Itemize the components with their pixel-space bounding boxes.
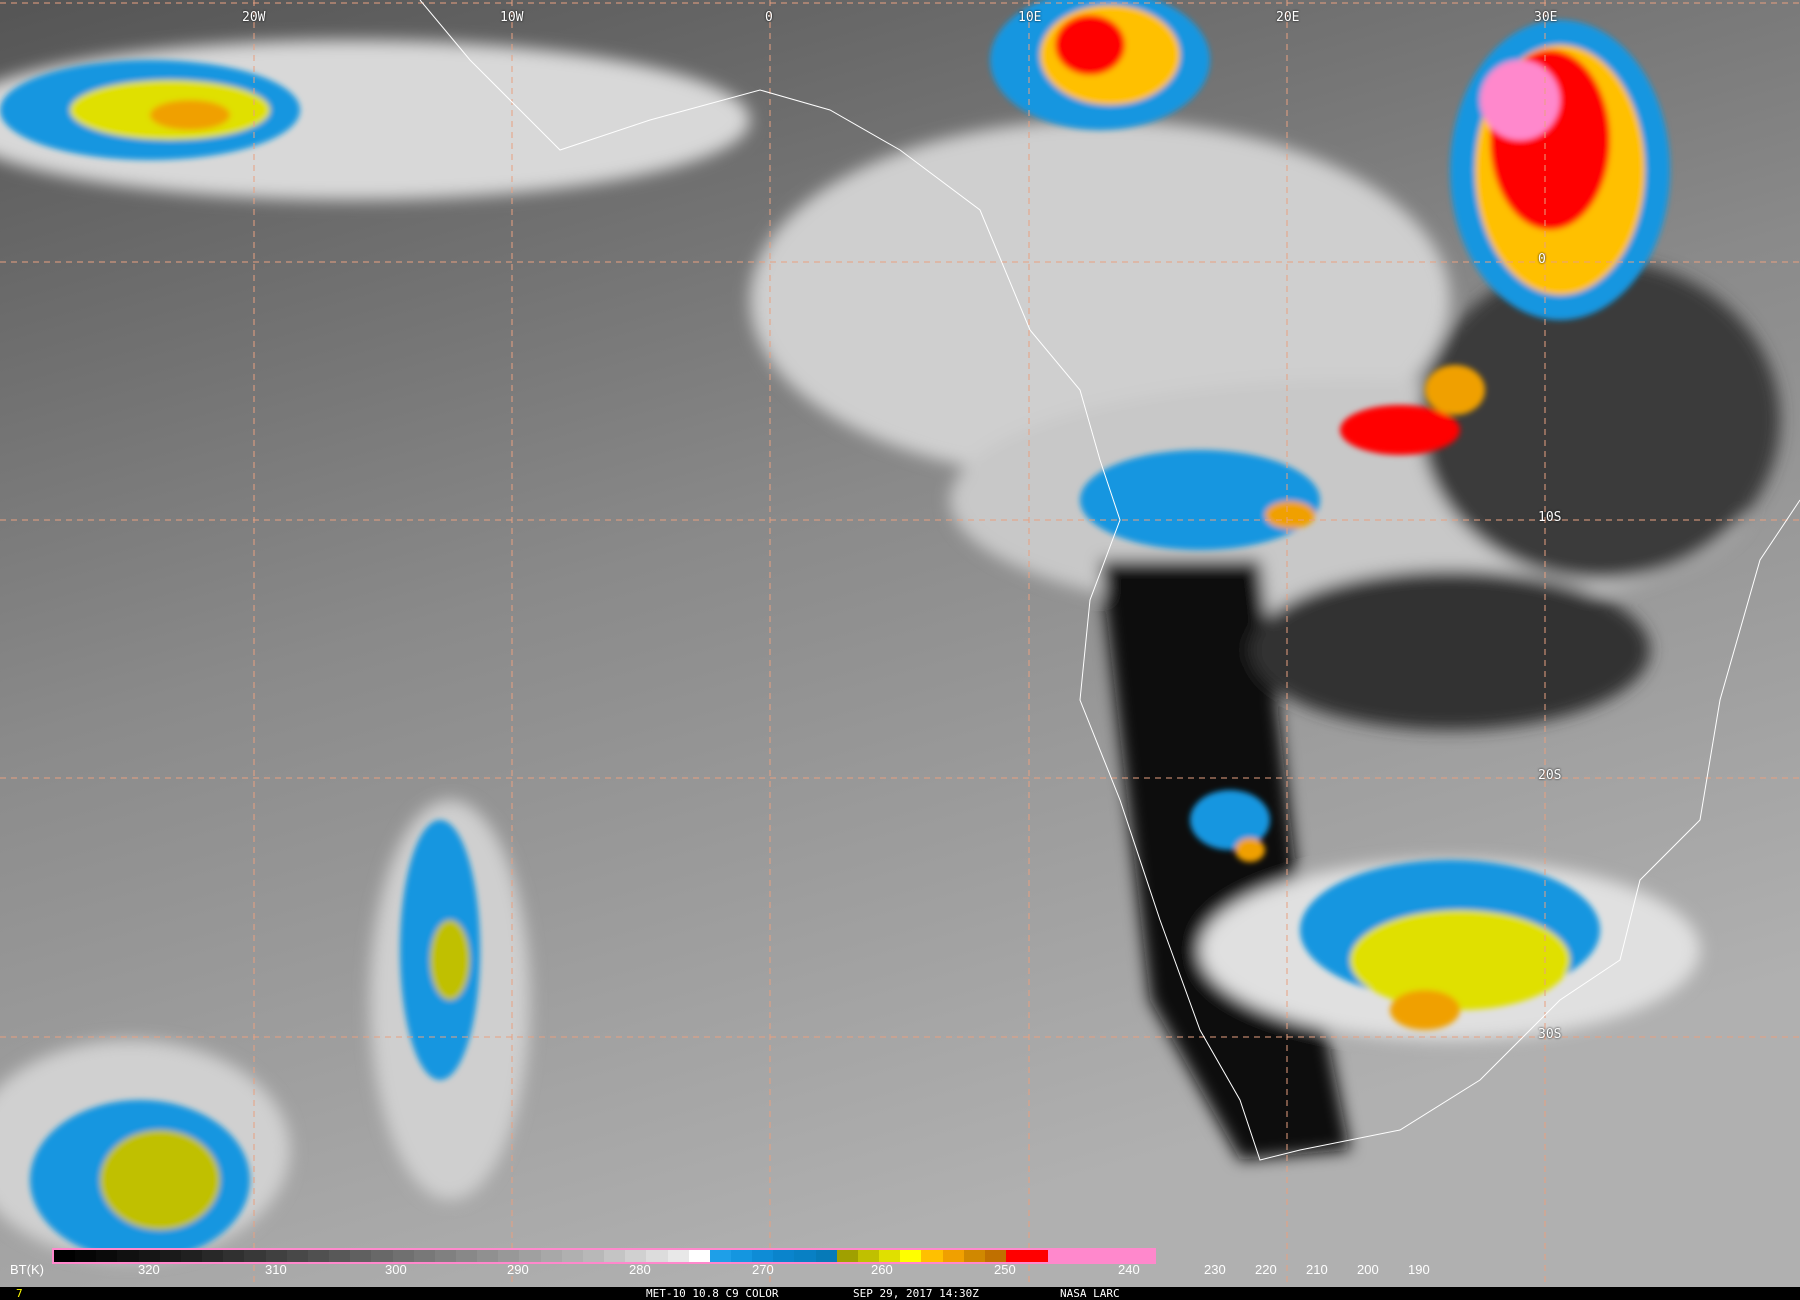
latitude-label: 30S: [1538, 1027, 1562, 1042]
colorbar-segment: [1132, 1250, 1155, 1262]
colorbar-tick-label: 240: [1118, 1262, 1140, 1277]
colorbar-segment: [836, 1250, 858, 1262]
colorbar-tick-label: 260: [871, 1262, 893, 1277]
colorbar-tick-label: 300: [385, 1262, 407, 1277]
colorbar-segment: [731, 1250, 753, 1262]
datetime-label: SEP 29, 2017 14:30Z: [853, 1287, 979, 1300]
colorbar-tick-label: 280: [629, 1262, 651, 1277]
longitude-label: 10E: [1018, 10, 1042, 25]
colorbar-segment: [646, 1250, 668, 1262]
colorbar-segment: [963, 1250, 985, 1262]
colorbar-segment: [202, 1250, 224, 1262]
latitude-label: 0: [1538, 252, 1546, 267]
colorbar-segment: [879, 1250, 901, 1262]
status-footer: 7 MET-10 10.8 C9 COLOR SEP 29, 2017 14:3…: [0, 1287, 1800, 1300]
colorbar-segment: [582, 1250, 605, 1262]
colorbar-segment: [244, 1250, 266, 1262]
colorbar-segment: [434, 1250, 456, 1262]
colorbar-tick-label: 220: [1255, 1262, 1277, 1277]
colorbar-segment: [752, 1250, 774, 1262]
longitude-label: 20E: [1276, 10, 1300, 25]
colorbar-segment: [477, 1250, 499, 1262]
colorbar-segment: [561, 1250, 583, 1262]
colorbar-segment: [265, 1250, 287, 1262]
colorbar-segment: [350, 1250, 372, 1262]
longitude-label: 30E: [1534, 10, 1558, 25]
colorbar-segment: [815, 1250, 837, 1262]
colorbar-tick-label: 210: [1306, 1262, 1328, 1277]
colorbar-tick-label: 230: [1204, 1262, 1226, 1277]
longitude-label: 0: [765, 10, 773, 25]
colorbar-segment: [900, 1250, 922, 1262]
latitude-label: 10S: [1538, 510, 1562, 525]
colorbar-segment: [54, 1250, 76, 1262]
colorbar-segment: [773, 1250, 795, 1262]
colorbar-segment: [1048, 1250, 1070, 1262]
source-label: NASA LARC: [1060, 1287, 1120, 1300]
colorbar-segment: [1027, 1250, 1049, 1262]
colorbar-segment: [942, 1250, 964, 1262]
colorbar-tick-label: 320: [138, 1262, 160, 1277]
brightness-temperature-colorbar: [52, 1248, 1156, 1264]
colorbar-segment: [667, 1250, 689, 1262]
colorbar-segment: [540, 1250, 562, 1262]
frame-number: 7: [16, 1287, 23, 1300]
colorbar-segment: [371, 1250, 393, 1262]
colorbar-segment: [498, 1250, 520, 1262]
colorbar-tick-label: 270: [752, 1262, 774, 1277]
colorbar-segment: [984, 1250, 1007, 1262]
colorbar-segment: [625, 1250, 647, 1262]
colorbar-segment: [455, 1250, 478, 1262]
colorbar-segment: [413, 1250, 435, 1262]
colorbar-unit-label: BT(K): [10, 1262, 44, 1277]
colorbar-tick-label: 250: [994, 1262, 1016, 1277]
colorbar-segment: [921, 1250, 943, 1262]
colorbar-segment: [1069, 1250, 1091, 1262]
longitude-label: 10W: [500, 10, 524, 25]
colorbar-segment: [794, 1250, 816, 1262]
colorbar-segment: [688, 1250, 710, 1262]
colorbar-segment: [392, 1250, 414, 1262]
colorbar-segment: [138, 1250, 160, 1262]
colorbar-segment: [519, 1250, 541, 1262]
colorbar-segment: [286, 1250, 308, 1262]
product-label: MET-10 10.8 C9 COLOR: [646, 1287, 779, 1300]
colorbar-segment: [96, 1250, 118, 1262]
colorbar-segment: [75, 1250, 97, 1262]
colorbar-segment: [223, 1250, 245, 1262]
colorbar-tick-label: 290: [507, 1262, 529, 1277]
colorbar-segment: [329, 1250, 351, 1262]
colorbar-segment: [709, 1250, 731, 1262]
colorbar-segment: [117, 1250, 139, 1262]
colorbar-segment: [1090, 1250, 1112, 1262]
colorbar-segment: [1111, 1250, 1133, 1262]
colorbar-segment: [604, 1250, 626, 1262]
colorbar-segment: [159, 1250, 181, 1262]
colorbar-segment: [1006, 1250, 1028, 1262]
colorbar-tick-label: 190: [1408, 1262, 1430, 1277]
colorbar-segment: [180, 1250, 203, 1262]
colorbar-tick-label: 310: [265, 1262, 287, 1277]
colorbar-segment: [307, 1250, 330, 1262]
colorbar-segment: [857, 1250, 880, 1262]
colorbar-tick-label: 200: [1357, 1262, 1379, 1277]
longitude-label: 20W: [242, 10, 266, 25]
latitude-label: 20S: [1538, 768, 1562, 783]
africa-coastline: [419, 0, 1800, 1161]
